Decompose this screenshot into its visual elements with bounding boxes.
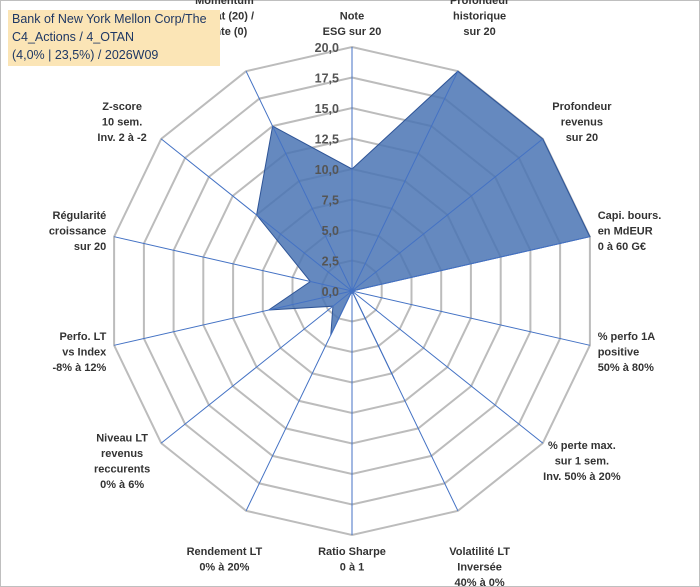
axis-label: Perfo. LT vs Index -8% à 12% xyxy=(52,331,107,374)
axis-label-line: 40% à 0% xyxy=(455,577,505,587)
radar-spoke xyxy=(351,290,591,346)
axis-label-line: Volatilité LT xyxy=(449,546,510,558)
axis-label-line: revenus xyxy=(561,116,603,128)
axis-label-line: % perfo 1A xyxy=(598,331,656,343)
axis-label-line: Capi. bours. xyxy=(598,210,662,222)
axis-label-line: 10 sem. xyxy=(102,116,142,128)
radar-spoke xyxy=(351,290,459,512)
axis-label-line: vs Index xyxy=(62,347,107,359)
axis-label: Niveau LT revenus reccurents 0% à 6% xyxy=(94,432,150,491)
axis-label-line: Inversée xyxy=(457,562,502,574)
chart-title-line-3: (4,0% | 23,5%) / 2026W09 xyxy=(12,48,159,62)
axis-label-line: positive xyxy=(598,347,640,359)
axis-label-line: Rendement LT xyxy=(187,546,263,558)
axis-label-line: sur 20 xyxy=(566,132,598,144)
r-tick-label: 20,0 xyxy=(315,41,339,55)
chart-title-box: Bank of New York Mellon Corp/The C4_Acti… xyxy=(8,10,220,66)
r-tick-label: 12,5 xyxy=(315,133,339,147)
radar-spoke xyxy=(113,290,353,346)
chart-title-line-1: Bank of New York Mellon Corp/The xyxy=(12,12,207,26)
axis-label-line: Perfo. LT xyxy=(59,331,106,343)
axis-label-line: Profondeur xyxy=(552,101,612,113)
axis-label-line: -8% à 12% xyxy=(52,362,106,374)
radar-spoke xyxy=(160,138,353,292)
r-tick-label: 5,0 xyxy=(322,224,339,238)
axis-label-line: historique xyxy=(453,11,506,23)
axis-label-line: revenus xyxy=(101,448,143,460)
axis-label: Rendement LT 0% à 20% xyxy=(187,546,263,574)
axis-label-line: 0% à 6% xyxy=(100,479,144,491)
axis-label: Z-score 10 sem. Inv. 2 à -2 xyxy=(97,101,146,144)
r-tick-label: 2,5 xyxy=(322,255,339,269)
axis-label-line: Note xyxy=(340,11,364,23)
axis-label: % perte max. sur 1 sem. Inv. 50% à 20% xyxy=(543,440,621,483)
r-tick-label: 10,0 xyxy=(315,163,339,177)
axis-label: Volatilité LT Inversée 40% à 0% xyxy=(449,546,510,587)
axis-label-line: sur 1 sem. xyxy=(555,456,609,468)
axis-label-line: croissance xyxy=(49,226,106,238)
r-tick-label: 7,5 xyxy=(322,194,339,208)
axis-label-line: Inv. 2 à -2 xyxy=(97,132,146,144)
axis-label-line: 0% à 20% xyxy=(199,562,249,574)
r-tick-label: 15,0 xyxy=(315,102,339,116)
axis-label-line: Momentum xyxy=(195,0,254,7)
radar-spoke xyxy=(245,290,353,512)
axis-label: Régularité croissance sur 20 xyxy=(49,210,106,253)
axis-label-line: en MdEUR xyxy=(598,226,653,238)
radar-spoke xyxy=(245,70,353,292)
axis-label-line: Niveau LT xyxy=(96,432,148,444)
radar-spokes xyxy=(113,47,591,535)
axis-label-line: sur 20 xyxy=(463,26,495,38)
axis-label-line: Z-score xyxy=(102,101,142,113)
r-tick-label: 17,5 xyxy=(315,72,339,86)
axis-label-line: Ratio Sharpe xyxy=(318,546,386,558)
axis-label-line: % perte max. xyxy=(548,440,616,452)
axis-label-line: reccurents xyxy=(94,463,150,475)
axis-label-line: Profondeur xyxy=(450,0,510,7)
axis-label-line: 0 à 60 G€ xyxy=(598,241,646,253)
axis-label: Profondeur historique sur 20 xyxy=(450,0,510,38)
axis-label: % perfo 1A positive 50% à 80% xyxy=(598,331,656,374)
radar-spoke xyxy=(351,70,459,292)
r-tick-label: 0,0 xyxy=(322,285,339,299)
axis-label-line: ESG sur 20 xyxy=(323,26,382,38)
radar-spoke xyxy=(351,138,544,292)
radar-spoke xyxy=(160,290,353,444)
radar-spoke xyxy=(113,236,353,292)
chart-title-line-2: C4_Actions / 4_OTAN xyxy=(12,30,135,44)
axis-label: Note ESG sur 20 xyxy=(323,11,382,39)
axis-label-line: 0 à 1 xyxy=(340,562,364,574)
axis-label: Profondeur revenus sur 20 xyxy=(552,101,612,144)
axis-label-line: sur 20 xyxy=(74,241,106,253)
axis-label: Capi. bours. en MdEUR 0 à 60 G€ xyxy=(598,210,662,253)
axis-label-line: 50% à 80% xyxy=(598,362,654,374)
axis-label-line: Régularité xyxy=(53,210,107,222)
radar-spoke xyxy=(351,290,544,444)
axis-label: Ratio Sharpe 0 à 1 xyxy=(318,546,386,574)
radar-spoke xyxy=(351,236,591,292)
axis-label-line: Inv. 50% à 20% xyxy=(543,471,621,483)
